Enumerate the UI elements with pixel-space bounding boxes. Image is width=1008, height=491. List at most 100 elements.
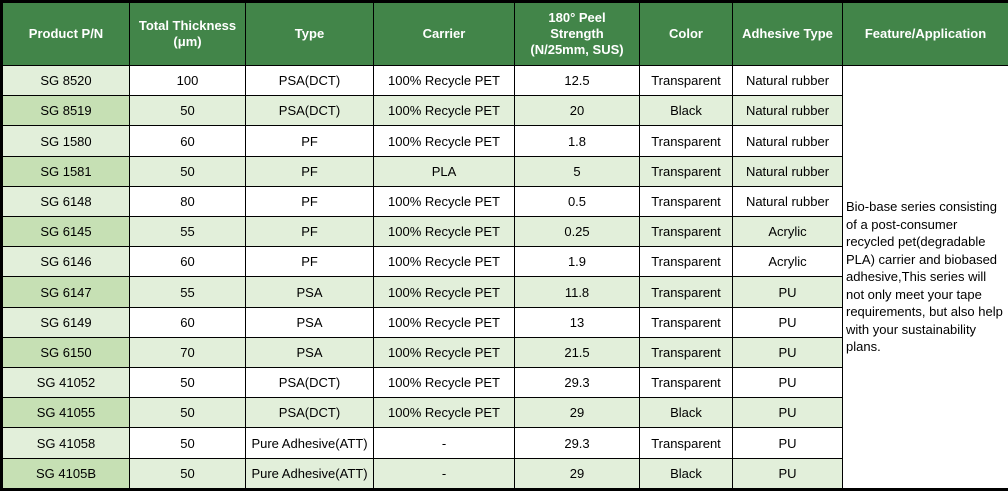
table-row: SG 6146 60 PF 100% Recycle PET 1.9 Transparen… — [1, 246, 1008, 278]
cell-thickness: 60 — [129, 306, 246, 338]
table-row: SG 6149 60 PSA 100% Recycle PET 13 Transparen… — [1, 306, 1008, 338]
cell-thickness: 100 — [129, 64, 246, 97]
cell-type: PF — [245, 155, 374, 187]
table-row: SG 41052 50 PSA(DCT) 100% Recycle PET 29.3 Tr… — [1, 367, 1008, 399]
cell-feature-application: Bio-base series consisting of a post-con… — [842, 65, 1008, 490]
cell-color: Transparent — [639, 336, 733, 369]
header-type: Type — [245, 1, 374, 66]
cell-thickness: 70 — [129, 336, 246, 369]
cell-product-pn: SG 41052 — [1, 367, 130, 399]
cell-type: PSA(DCT) — [245, 367, 374, 399]
cell-adhesive-type: PU — [732, 457, 843, 491]
cell-product-pn: SG 1581 — [1, 155, 130, 187]
cell-peel-strength: 11.8 — [514, 276, 640, 308]
cell-product-pn: SG 8519 — [1, 95, 130, 127]
cell-adhesive-type: PU — [732, 397, 843, 429]
table-row: SG 6150 70 PSA 100% Recycle PET 21.5 Transpar… — [1, 336, 1008, 369]
header-total-thickness: Total Thickness (μm) — [129, 1, 246, 66]
cell-peel-strength: 5 — [514, 155, 640, 187]
cell-type: PSA — [245, 276, 374, 308]
cell-thickness: 55 — [129, 216, 246, 248]
cell-color: Black — [639, 397, 733, 429]
cell-adhesive-type: PU — [732, 306, 843, 338]
cell-peel-strength: 1.8 — [514, 125, 640, 157]
cell-type: PSA(DCT) — [245, 397, 374, 429]
table-row: SG 4105B 50 Pure Adhesive(ATT) -29 Black PU — [1, 457, 1008, 491]
cell-thickness: 60 — [129, 125, 246, 157]
cell-adhesive-type: PU — [732, 276, 843, 308]
cell-carrier: 100% Recycle PET — [373, 367, 515, 399]
cell-carrier: - — [373, 427, 515, 459]
cell-product-pn: SG 8520 — [1, 64, 130, 97]
cell-product-pn: SG 41058 — [1, 427, 130, 459]
table-row: SG 8519 50 PSA(DCT) 100% Recycle PET 20 Black… — [1, 95, 1008, 127]
cell-peel-strength: 29.3 — [514, 367, 640, 399]
cell-adhesive-type: Acrylic — [732, 246, 843, 278]
cell-adhesive-type: PU — [732, 336, 843, 369]
table-body: SG 8520 100 PSA(DCT) 100% Recycle PET 12.5 Tr… — [1, 64, 1008, 491]
cell-peel-strength: 13 — [514, 306, 640, 338]
cell-adhesive-type: Natural rubber — [732, 155, 843, 187]
cell-adhesive-type: Natural rubber — [732, 95, 843, 127]
cell-type: PSA(DCT) — [245, 95, 374, 127]
cell-peel-strength: 29.3 — [514, 427, 640, 459]
cell-adhesive-type: PU — [732, 367, 843, 399]
cell-type: PF — [245, 125, 374, 157]
cell-peel-strength: 29 — [514, 397, 640, 429]
cell-carrier: 100% Recycle PET — [373, 276, 515, 308]
cell-thickness: 55 — [129, 276, 246, 308]
cell-peel-strength: 12.5 — [514, 64, 640, 97]
cell-type: Pure Adhesive(ATT) — [245, 427, 374, 459]
cell-product-pn: SG 6148 — [1, 185, 130, 218]
header-peel-strength: 180° Peel Strength (N/25mm, SUS) — [514, 1, 640, 66]
cell-thickness: 50 — [129, 427, 246, 459]
cell-peel-strength: 0.25 — [514, 216, 640, 248]
cell-carrier: 100% Recycle PET — [373, 397, 515, 429]
cell-product-pn: SG 1580 — [1, 125, 130, 157]
cell-carrier: 100% Recycle PET — [373, 246, 515, 278]
cell-product-pn: SG 4105B — [1, 457, 130, 491]
table-row: SG 41055 50 PSA(DCT) 100% Recycle PET 29 Blac… — [1, 397, 1008, 429]
cell-color: Transparent — [639, 64, 733, 97]
cell-color: Transparent — [639, 276, 733, 308]
table-row: SG 6148 80 PF 100% Recycle PET 0.5 Transparen… — [1, 185, 1008, 218]
cell-product-pn: SG 6147 — [1, 276, 130, 308]
cell-adhesive-type: Acrylic — [732, 216, 843, 248]
table-row: SG 41058 50 Pure Adhesive(ATT) -29.3 Transpa… — [1, 427, 1008, 459]
cell-carrier: 100% Recycle PET — [373, 125, 515, 157]
header-color: Color — [639, 1, 733, 66]
cell-type: Pure Adhesive(ATT) — [245, 457, 374, 491]
cell-thickness: 50 — [129, 155, 246, 187]
cell-color: Transparent — [639, 246, 733, 278]
cell-product-pn: SG 41055 — [1, 397, 130, 429]
cell-color: Transparent — [639, 306, 733, 338]
cell-peel-strength: 0.5 — [514, 185, 640, 218]
header-row: Product P/N Total Thickness (μm) Type Ca… — [1, 1, 1008, 66]
cell-adhesive-type: Natural rubber — [732, 125, 843, 157]
cell-type: PF — [245, 246, 374, 278]
cell-product-pn: SG 6145 — [1, 216, 130, 248]
cell-carrier: 100% Recycle PET — [373, 216, 515, 248]
cell-thickness: 50 — [129, 95, 246, 127]
cell-peel-strength: 21.5 — [514, 336, 640, 369]
cell-type: PSA — [245, 306, 374, 338]
cell-thickness: 60 — [129, 246, 246, 278]
cell-carrier: 100% Recycle PET — [373, 306, 515, 338]
cell-thickness: 50 — [129, 397, 246, 429]
header-adhesive-type: Adhesive Type — [732, 1, 843, 66]
cell-carrier: 100% Recycle PET — [373, 95, 515, 127]
cell-carrier: 100% Recycle PET — [373, 64, 515, 97]
header-carrier: Carrier — [373, 1, 515, 66]
cell-peel-strength: 29 — [514, 457, 640, 491]
cell-color: Transparent — [639, 125, 733, 157]
cell-color: Transparent — [639, 185, 733, 218]
cell-type: PF — [245, 185, 374, 218]
table-row: SG 6147 55 PSA 100% Recycle PET 11.8 Transpar… — [1, 276, 1008, 308]
table-header: Product P/N Total Thickness (μm) Type Ca… — [1, 1, 1008, 66]
cell-adhesive-type: Natural rubber — [732, 64, 843, 97]
table-row: SG 8520 100 PSA(DCT) 100% Recycle PET 12.5 Tr… — [1, 64, 1008, 490]
table-row: SG 1581 50 PF PLA 5 Transparent Natural rubber — [1, 155, 1008, 187]
cell-product-pn: SG 6146 — [1, 246, 130, 278]
cell-type: PSA — [245, 336, 374, 369]
cell-carrier: 100% Recycle PET — [373, 185, 515, 218]
